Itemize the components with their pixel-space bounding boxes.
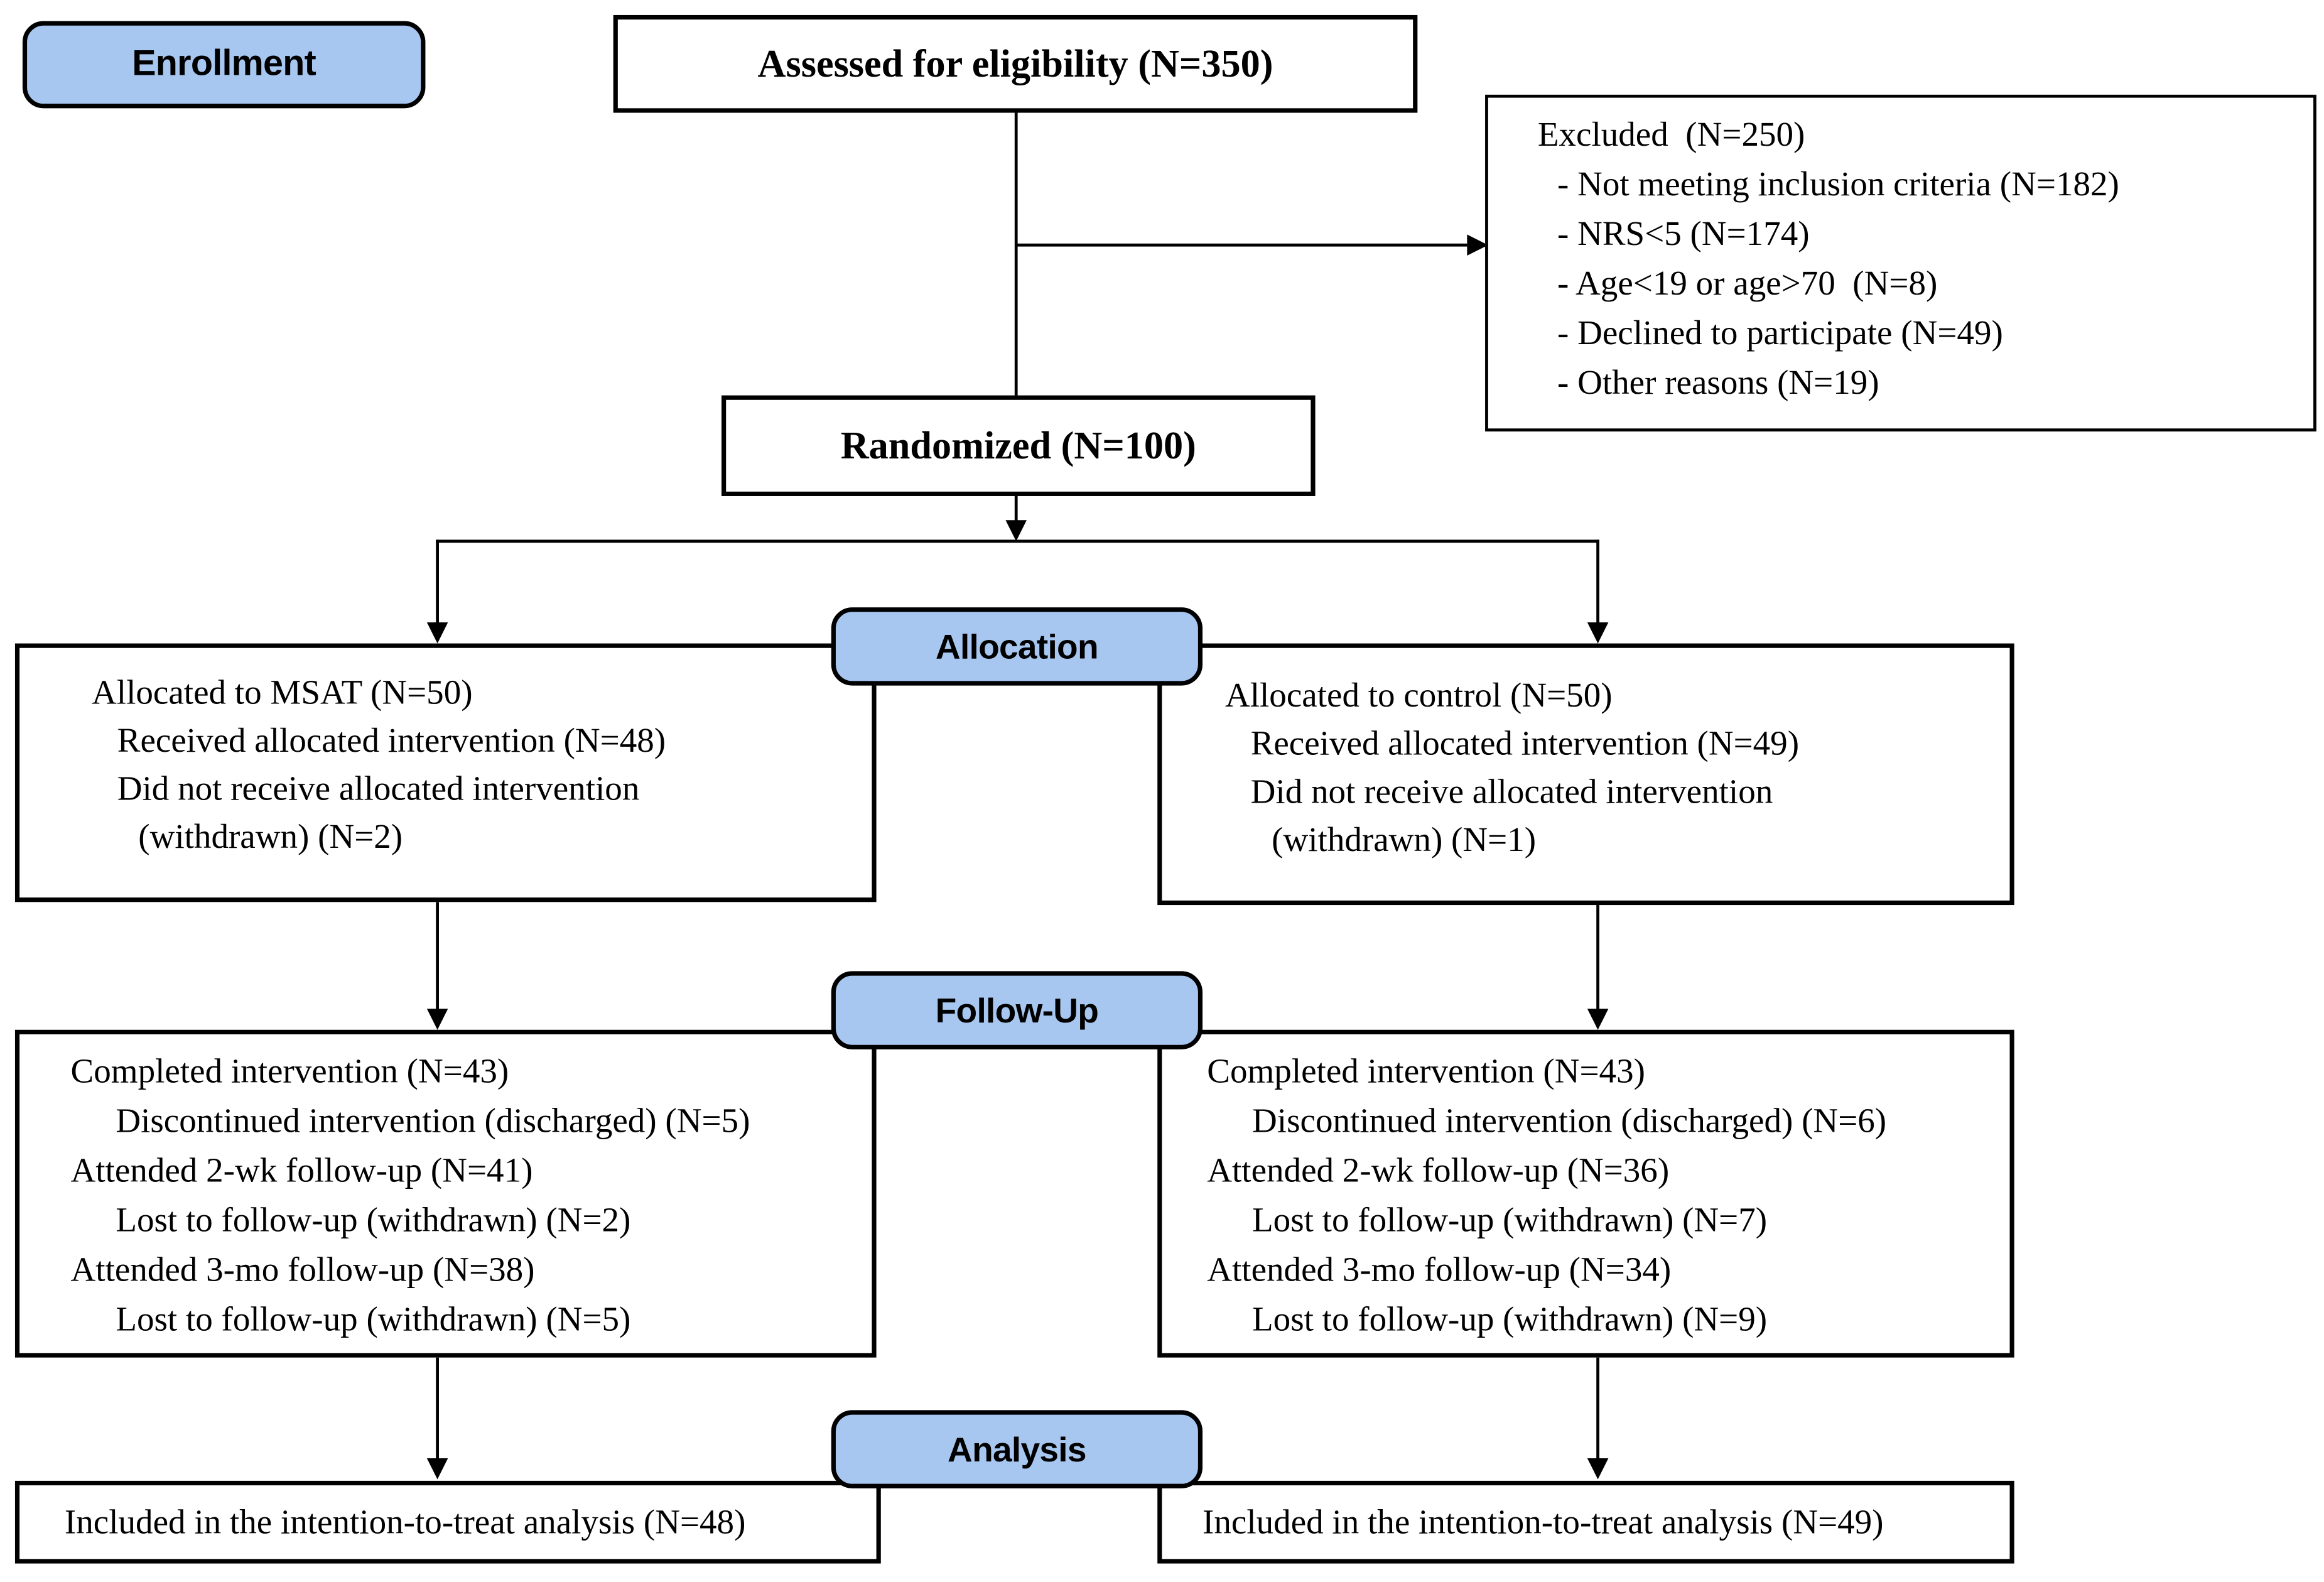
excluded-title: Excluded (N=250) — [1537, 116, 1805, 154]
allocation-control-line: Did not receive allocated intervention — [1250, 772, 1773, 811]
line-branch-right — [1596, 539, 1600, 624]
allocation-control-line: Allocated to control (N=50) — [1224, 676, 1613, 715]
arrowhead-allocation-left — [426, 622, 448, 644]
followup-msat-line: Lost to follow-up (withdrawn) (N=2) — [116, 1201, 631, 1239]
arrowhead-branch — [1005, 520, 1027, 541]
followup-control-line: Completed intervention (N=43) — [1207, 1052, 1645, 1090]
arrowhead-excluded — [1467, 234, 1488, 256]
stage-enrollment: Enrollment — [22, 21, 426, 109]
arrowhead-analysis-right — [1587, 1458, 1609, 1480]
followup-msat-box: Completed intervention (N=43) Discontinu… — [14, 1029, 877, 1358]
followup-control-line: Discontinued intervention (discharged) (… — [1252, 1102, 1887, 1140]
randomized-box: Randomized (N=100) — [722, 395, 1316, 496]
analysis-control-line: Included in the intention-to-treat analy… — [1203, 1502, 1884, 1541]
followup-control-line: Attended 3-mo follow-up (N=34) — [1207, 1250, 1672, 1289]
followup-msat-line: Attended 3-mo follow-up (N=38) — [70, 1250, 535, 1289]
arrowhead-followup-right — [1587, 1009, 1609, 1030]
stage-allocation: Allocation — [831, 607, 1203, 686]
allocation-msat-box: Allocated to MSAT (N=50) Received alloca… — [14, 643, 877, 902]
allocation-control-box: Allocated to control (N=50) Received all… — [1157, 643, 2014, 906]
line-assessed-to-randomized — [1014, 112, 1018, 396]
allocation-control-line: (withdrawn) (N=1) — [1272, 821, 1537, 859]
allocation-msat-line: Received allocated intervention (N=48) — [117, 722, 666, 759]
line-followup-to-analysis-right — [1596, 1357, 1600, 1460]
arrowhead-allocation-right — [1587, 622, 1609, 644]
followup-msat-line: Completed intervention (N=43) — [70, 1052, 509, 1090]
excluded-item: - Not meeting inclusion criteria (N=182) — [1557, 165, 2119, 203]
followup-control-line: Attended 2-wk follow-up (N=36) — [1207, 1151, 1670, 1189]
followup-control-line: Lost to follow-up (withdrawn) (N=7) — [1252, 1201, 1768, 1239]
line-to-excluded — [1016, 243, 1467, 247]
assessed-eligibility-box: Assessed for eligibility (N=350) — [613, 14, 1418, 113]
followup-msat-line: Attended 2-wk follow-up (N=41) — [70, 1151, 533, 1189]
followup-msat-line: Discontinued intervention (discharged) (… — [116, 1102, 750, 1140]
excluded-item: - Age<19 or age>70 (N=8) — [1557, 264, 1938, 303]
allocation-control-line: Received allocated intervention (N=49) — [1250, 724, 1800, 762]
line-branch-left — [436, 539, 439, 624]
line-alloc-to-followup-right — [1596, 902, 1600, 1010]
analysis-control-box: Included in the intention-to-treat analy… — [1157, 1480, 2014, 1564]
followup-control-box: Completed intervention (N=43) Discontinu… — [1157, 1029, 2014, 1358]
analysis-msat-box: Included in the intention-to-treat analy… — [14, 1480, 881, 1564]
line-alloc-to-followup-left — [436, 902, 439, 1010]
line-branch-horizontal — [436, 539, 1600, 543]
arrowhead-analysis-left — [426, 1458, 448, 1480]
allocation-msat-line: Did not receive allocated intervention — [117, 769, 640, 808]
stage-followup: Follow-Up — [831, 971, 1203, 1049]
line-randomized-to-branch — [1014, 496, 1018, 522]
followup-control-line: Lost to follow-up (withdrawn) (N=9) — [1252, 1300, 1768, 1338]
allocation-msat-line: Allocated to MSAT (N=50) — [92, 673, 473, 712]
allocation-msat-line: (withdrawn) (N=2) — [138, 818, 403, 856]
excluded-item: - NRS<5 (N=174) — [1557, 215, 1810, 253]
analysis-msat-line: Included in the intention-to-treat analy… — [64, 1502, 746, 1541]
line-followup-to-analysis-left — [436, 1357, 439, 1460]
excluded-item: - Other reasons (N=19) — [1557, 364, 1879, 402]
stage-analysis: Analysis — [831, 1410, 1203, 1488]
excluded-box: Excluded (N=250) - Not meeting inclusion… — [1485, 94, 2316, 432]
excluded-item: - Declined to participate (N=49) — [1557, 314, 2003, 352]
arrowhead-followup-left — [426, 1009, 448, 1030]
followup-msat-line: Lost to follow-up (withdrawn) (N=5) — [116, 1300, 631, 1338]
